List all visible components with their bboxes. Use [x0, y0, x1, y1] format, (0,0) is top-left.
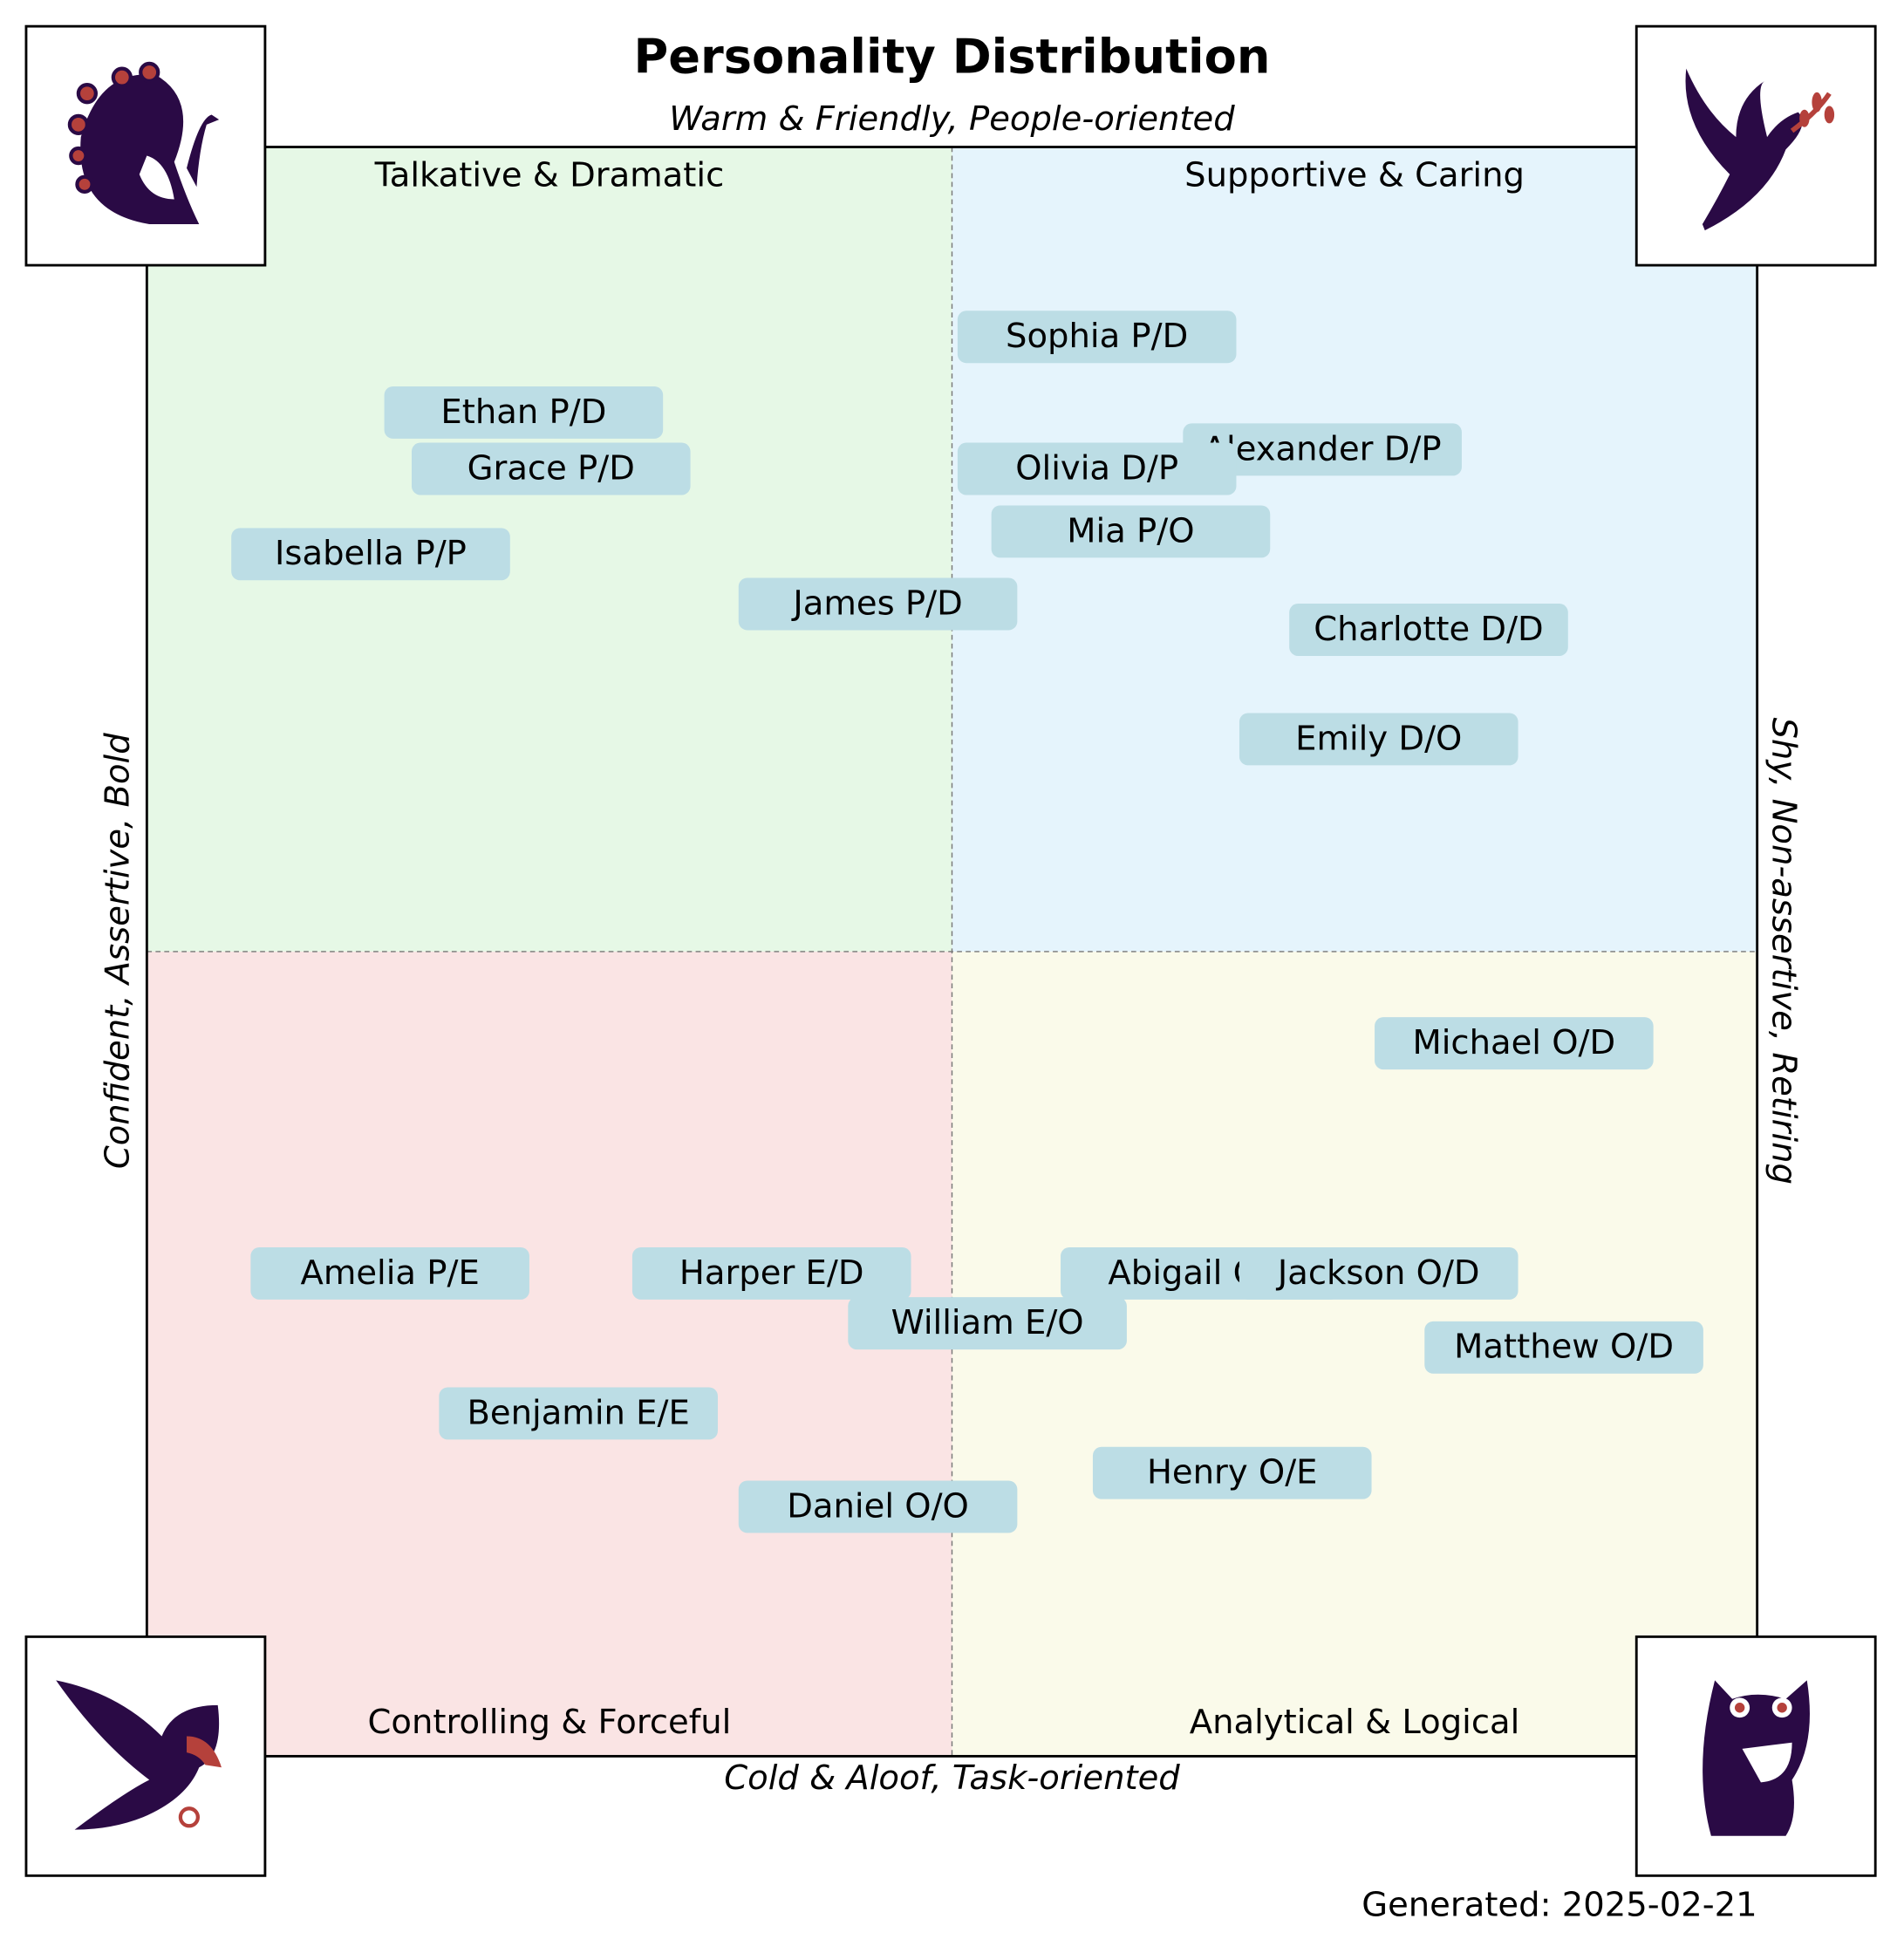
- point-label: Harper E/D: [679, 1253, 864, 1293]
- quadrant-label: Talkative & Dramatic: [374, 155, 725, 195]
- point-box: [1375, 1017, 1654, 1070]
- point-label: Daniel O/O: [787, 1486, 969, 1526]
- point-label: Mia P/O: [1067, 511, 1194, 550]
- point-box: [231, 528, 510, 581]
- point-label: Olivia D/P: [1015, 448, 1178, 488]
- top-axis-label: Warm & Friendly, People-oriented: [669, 99, 1235, 139]
- plot-background: Talkative & Dramatic Supportive & Caring C…: [147, 147, 1757, 1757]
- owl-icon: [1634, 1635, 1877, 1877]
- point-box: [411, 442, 691, 495]
- eagle-icon: [24, 1635, 267, 1877]
- point-label: Ethan P/D: [440, 393, 606, 432]
- point-label: Alexander D/P: [1204, 429, 1442, 468]
- point-box: [738, 1480, 1018, 1533]
- point-label: Sophia P/D: [1006, 317, 1188, 356]
- point-box: [1183, 423, 1462, 476]
- point-box: [957, 442, 1237, 495]
- footer: Generated: 2025-02-21: [1361, 1886, 1757, 1925]
- point-box: [439, 1387, 718, 1440]
- point-box: [631, 1246, 911, 1300]
- point-label: Benjamin E/E: [467, 1393, 689, 1432]
- point-box: [1239, 713, 1518, 766]
- plot-frame: [145, 146, 1759, 1758]
- point-box: [1424, 1321, 1703, 1374]
- point-label: William E/O: [891, 1303, 1084, 1342]
- chart-title: Personality Distribution: [634, 29, 1271, 84]
- point-label: Emily D/O: [1295, 719, 1462, 758]
- left-axis-label: Confident, Assertive, Bold: [98, 733, 137, 1169]
- point-label: Charlotte D/D: [1314, 610, 1543, 649]
- point-box: [957, 311, 1237, 364]
- point-box: [384, 386, 664, 439]
- point-label: Isabella P/P: [275, 534, 467, 573]
- quadrant-label: Supportive & Caring: [1184, 155, 1525, 195]
- quadrant-label: Controlling & Forceful: [367, 1703, 731, 1742]
- point-box: [1239, 1246, 1518, 1300]
- point-box: [991, 505, 1271, 558]
- right-axis-label: Shy, Non-assertive, Retiring: [1764, 717, 1804, 1185]
- point-label: James P/D: [791, 584, 962, 623]
- bottom-axis-label: Cold & Aloof, Task-oriented: [724, 1758, 1180, 1798]
- point-label: Jackson O/D: [1276, 1253, 1480, 1293]
- point-label: Amelia P/E: [300, 1253, 479, 1293]
- point-box: [848, 1297, 1127, 1350]
- quadrant-label: Analytical & Logical: [1190, 1703, 1520, 1742]
- point-box: [1092, 1446, 1372, 1499]
- point-box: [1289, 604, 1568, 656]
- point-label: Matthew O/D: [1454, 1328, 1674, 1367]
- point-label: Michael O/D: [1412, 1023, 1615, 1062]
- quadrant: [147, 951, 952, 1757]
- point-box: [250, 1246, 529, 1300]
- point-label: Henry O/E: [1147, 1453, 1318, 1492]
- dove-icon: [1634, 24, 1877, 267]
- points: Sophia P/D Ethan P/D Grace P/D Alexander D/…: [231, 311, 1703, 1533]
- peacock-icon: [24, 24, 267, 267]
- point-box: [738, 577, 1018, 631]
- point-label: Grace P/D: [467, 448, 635, 488]
